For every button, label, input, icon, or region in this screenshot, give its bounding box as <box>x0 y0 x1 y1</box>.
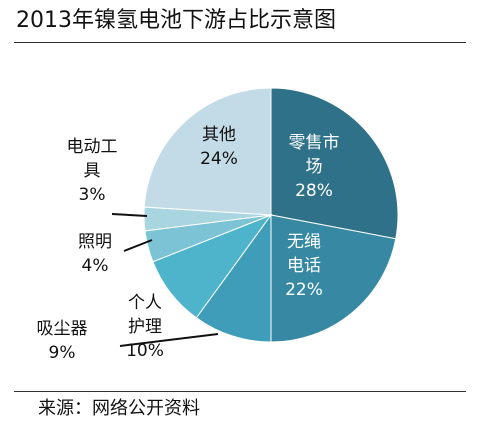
slice-value-label: 9% <box>49 343 76 363</box>
slice-category-label: 吸尘器 <box>37 319 88 339</box>
source-rule <box>14 391 466 392</box>
pie-slice <box>143 87 272 216</box>
source-note: 来源：网络公开资料 <box>38 398 200 419</box>
leader-line <box>119 333 219 347</box>
title-rule <box>14 42 466 43</box>
slice-category-label: 具 <box>84 161 101 181</box>
leader-line <box>123 239 153 252</box>
slice-value-label: 24% <box>200 149 238 169</box>
slice-category-label: 护理 <box>128 317 162 337</box>
slice-category-label: 零售市 <box>289 133 340 153</box>
slice-category-label: 电话 <box>287 256 321 276</box>
slice-value-label: 28% <box>295 181 333 201</box>
slice-category-label: 照明 <box>78 232 112 252</box>
slice-value-label: 22% <box>285 280 323 300</box>
leader-line <box>111 213 148 217</box>
slice-category-label: 其他 <box>202 125 236 145</box>
slice-value-label: 10% <box>126 341 164 361</box>
slice-category-label: 无绳 <box>287 232 321 252</box>
pie-slice <box>195 213 272 343</box>
pie-slice <box>270 87 399 240</box>
slice-category-label: 场 <box>306 157 323 177</box>
slice-value-label: 4% <box>82 256 109 276</box>
pie-slice <box>270 214 397 343</box>
slice-category-label: 个人 <box>128 293 162 313</box>
slice-category-label: 电动工 <box>67 137 118 157</box>
chart-title: 2013年镍氢电池下游占比示意图 <box>16 8 336 33</box>
slice-value-label: 3% <box>79 185 106 205</box>
